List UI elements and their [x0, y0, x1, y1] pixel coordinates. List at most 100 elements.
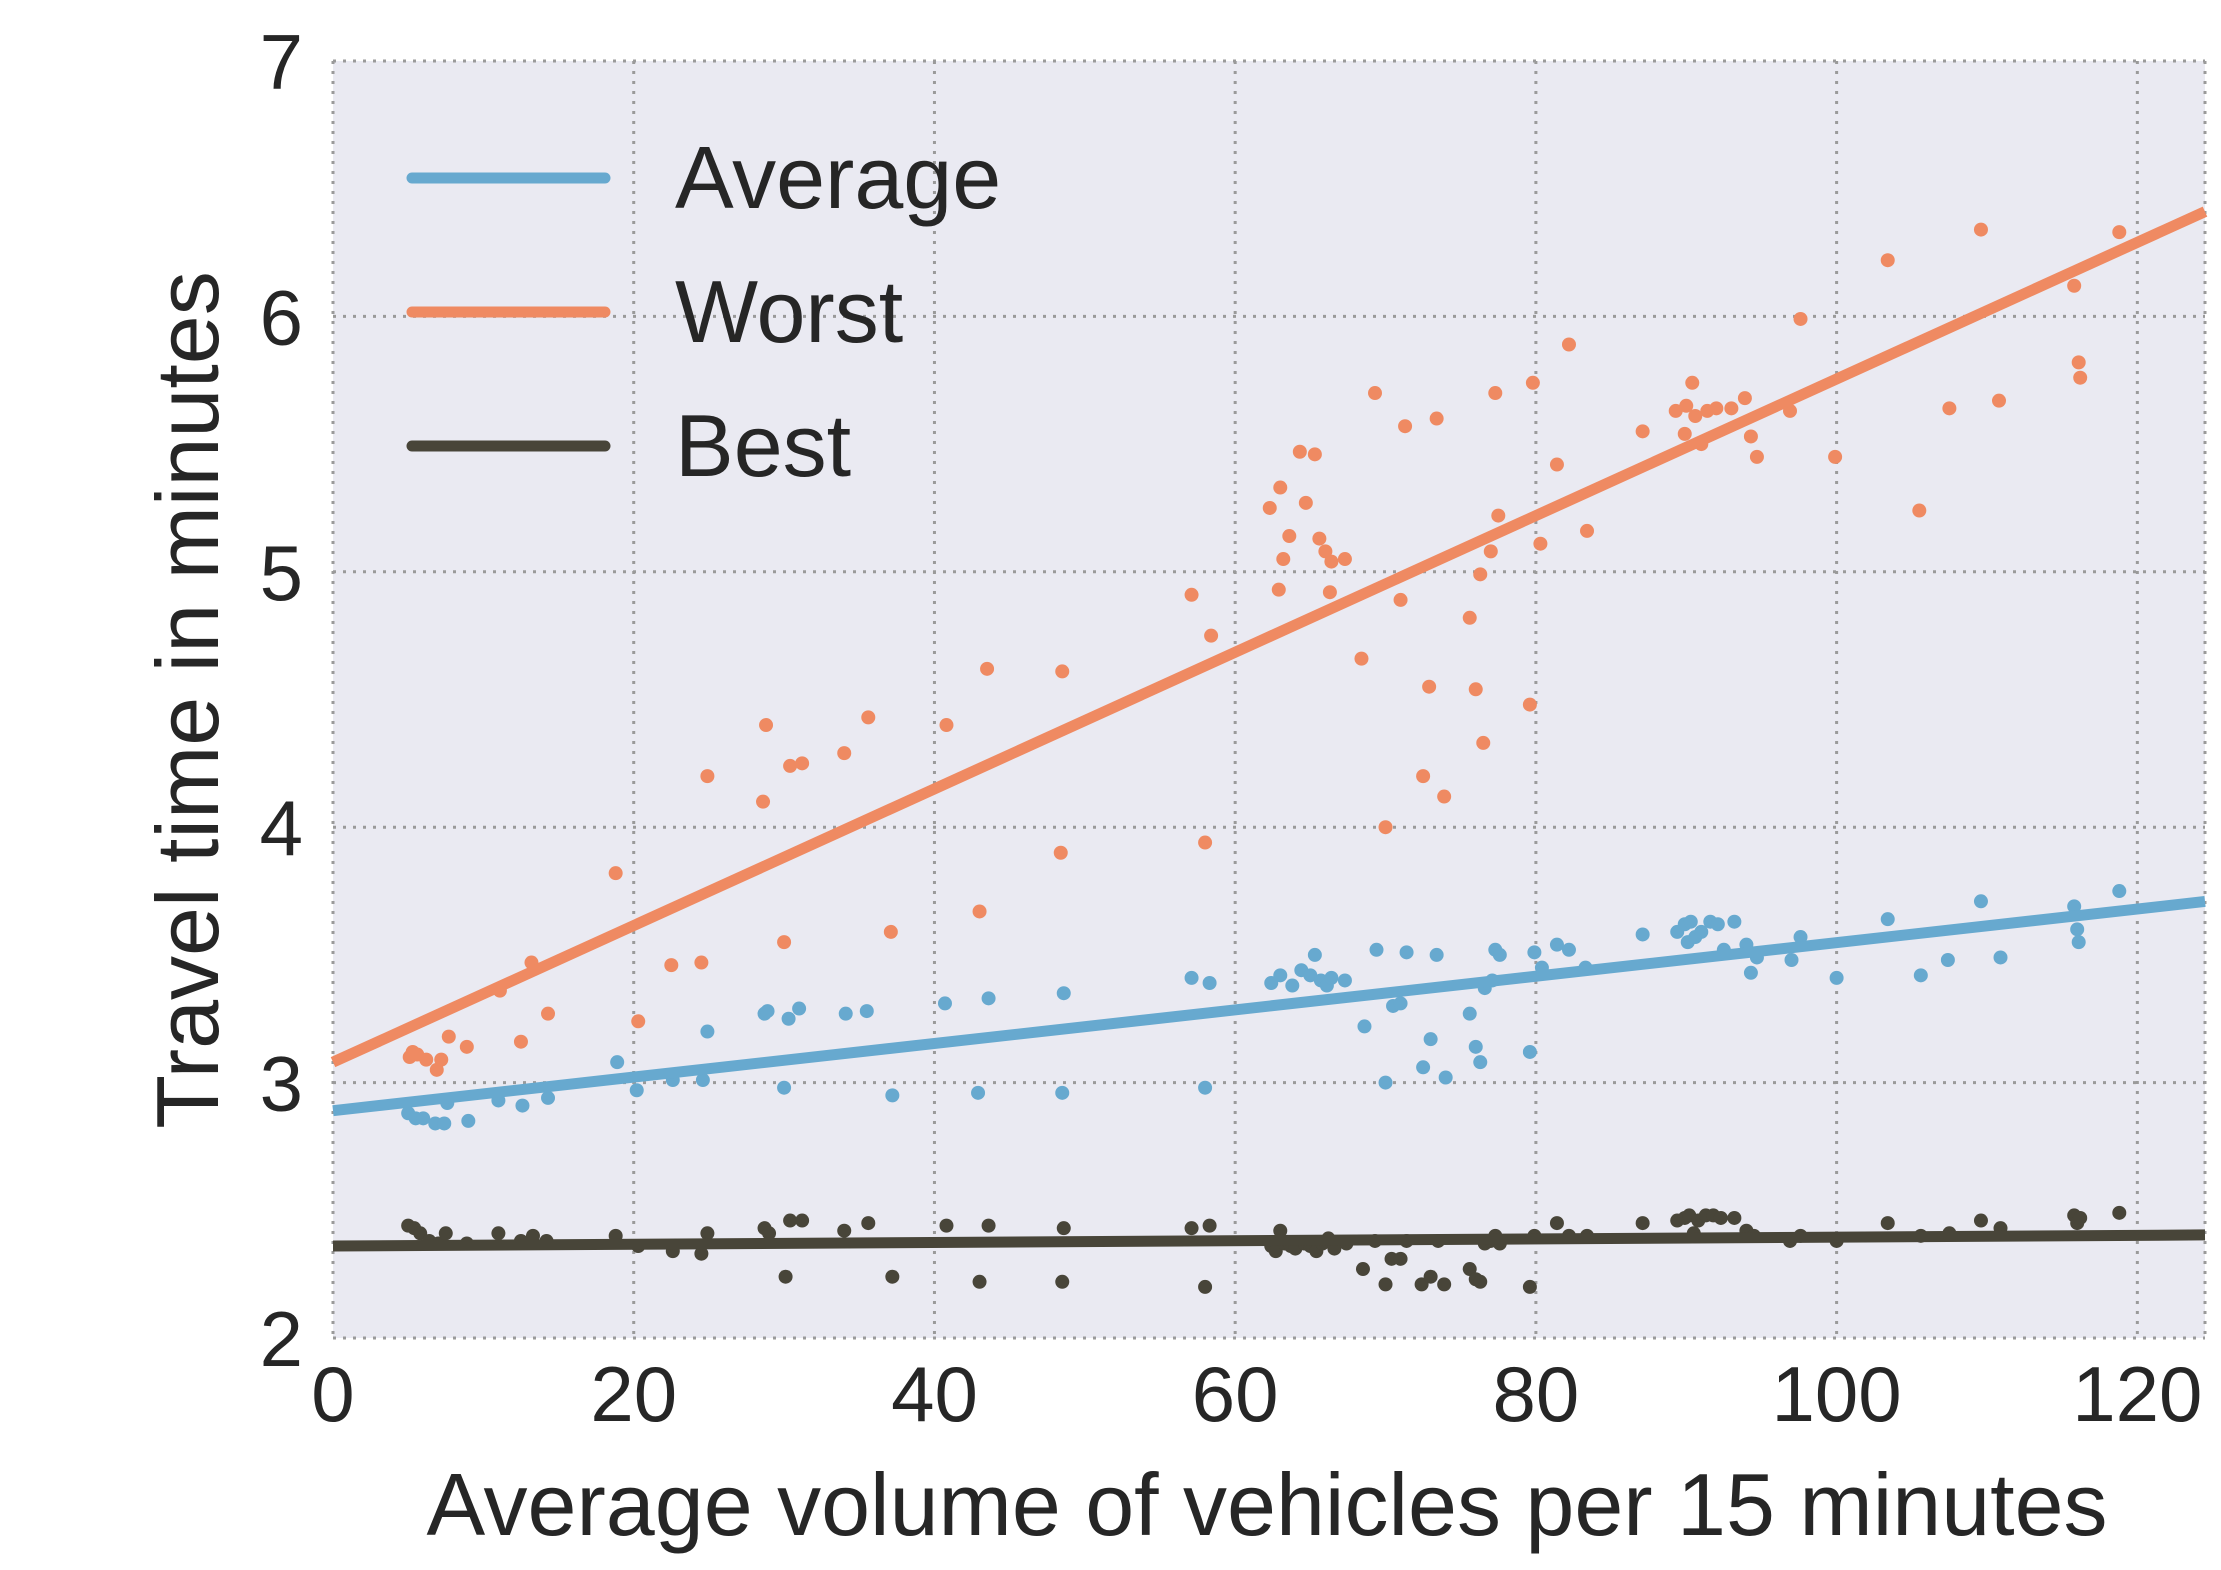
data-point	[972, 1274, 987, 1289]
data-point	[1468, 682, 1483, 697]
data-point	[1473, 1055, 1488, 1070]
data-point	[1184, 970, 1199, 985]
data-point	[2070, 922, 2085, 937]
data-point	[1913, 968, 1928, 983]
data-point	[434, 1052, 449, 1067]
data-point	[1324, 970, 1339, 985]
data-point	[972, 904, 987, 919]
data-point	[837, 1223, 852, 1238]
plot-area	[333, 61, 2205, 1338]
data-point	[1880, 253, 1895, 268]
data-point	[1398, 419, 1413, 434]
data-point	[695, 1073, 710, 1088]
data-point	[1880, 912, 1895, 927]
data-point	[1793, 930, 1808, 945]
data-point	[1369, 942, 1384, 957]
data-point	[2067, 278, 2082, 293]
data-point	[2073, 1210, 2088, 1225]
data-point	[1713, 1210, 1728, 1225]
data-point	[1393, 592, 1408, 607]
data-point	[777, 1080, 792, 1095]
fit-line-worst	[330, 206, 2208, 1068]
data-point	[513, 1034, 528, 1049]
data-point	[971, 1085, 986, 1100]
data-point	[1416, 1060, 1431, 1075]
data-point	[1324, 554, 1339, 569]
data-point	[1688, 409, 1703, 424]
data-point	[1677, 426, 1692, 441]
data-point	[1337, 973, 1352, 988]
data-point	[1685, 375, 1700, 390]
data-point	[1483, 544, 1498, 559]
data-point	[1429, 411, 1444, 426]
data-point	[1533, 536, 1548, 551]
data-point	[1393, 1251, 1408, 1266]
data-point	[1355, 1262, 1370, 1277]
data-point	[1204, 628, 1219, 643]
data-point	[1473, 567, 1488, 582]
data-point	[781, 1011, 796, 1026]
data-point	[1635, 1216, 1650, 1231]
x-tick-label: 80	[1493, 1350, 1580, 1438]
grid	[331, 59, 2207, 1340]
data-point	[1709, 401, 1724, 416]
data-point	[1368, 386, 1383, 401]
data-point	[1880, 1216, 1895, 1231]
data-point	[1322, 585, 1337, 600]
data-point	[1635, 424, 1650, 439]
data-point	[1743, 965, 1758, 980]
legend-label: Worst	[675, 262, 903, 361]
data-point	[1940, 953, 1955, 968]
data-point	[1522, 1044, 1537, 1059]
data-point	[1561, 942, 1576, 957]
data-point	[1055, 664, 1070, 679]
data-point	[1973, 222, 1988, 237]
tick-labels: 0 20 40 60 80 100 120 2 3 4 5 6 7	[260, 18, 2203, 1438]
data-point	[515, 1098, 530, 1113]
data-point	[981, 991, 996, 1006]
data-point	[1273, 1223, 1288, 1238]
data-point	[1724, 401, 1739, 416]
data-point	[1307, 947, 1322, 962]
data-point	[700, 769, 715, 784]
data-point	[861, 1216, 876, 1231]
data-point	[1635, 927, 1650, 942]
data-point	[459, 1039, 474, 1054]
data-point	[1525, 375, 1540, 390]
data-point	[2073, 370, 2088, 385]
data-point	[795, 756, 810, 771]
data-point	[1829, 970, 1844, 985]
data-point	[1828, 449, 1843, 464]
legend: Average Worst Best	[406, 128, 1001, 495]
series-average-points	[401, 884, 2127, 1131]
data-point	[441, 1029, 456, 1044]
data-point	[1298, 495, 1313, 510]
data-point	[1303, 968, 1318, 983]
data-point	[939, 718, 954, 733]
data-point	[694, 1246, 709, 1261]
data-point	[1468, 1039, 1483, 1054]
data-point	[1993, 950, 2008, 965]
data-point	[1561, 337, 1576, 352]
data-point	[1710, 917, 1725, 932]
data-point	[777, 935, 792, 950]
data-point	[1549, 1216, 1564, 1231]
data-point	[980, 661, 995, 676]
data-point	[1992, 393, 2007, 408]
legend-label: Average	[675, 128, 1001, 227]
data-point	[1423, 1269, 1438, 1284]
data-point	[981, 1218, 996, 1233]
data-point	[1056, 1221, 1071, 1236]
fit-line-best	[332, 1229, 2206, 1252]
data-point	[1727, 1210, 1742, 1225]
data-point	[419, 1052, 434, 1067]
data-point	[664, 958, 679, 973]
data-point	[631, 1014, 646, 1029]
data-point	[1337, 552, 1352, 567]
data-point	[2112, 1205, 2127, 1220]
x-tick-label: 120	[2072, 1350, 2202, 1438]
data-point	[1912, 503, 1927, 518]
y-tick-label: 2	[260, 1295, 303, 1383]
data-point	[838, 1006, 853, 1021]
data-point	[1522, 697, 1537, 712]
